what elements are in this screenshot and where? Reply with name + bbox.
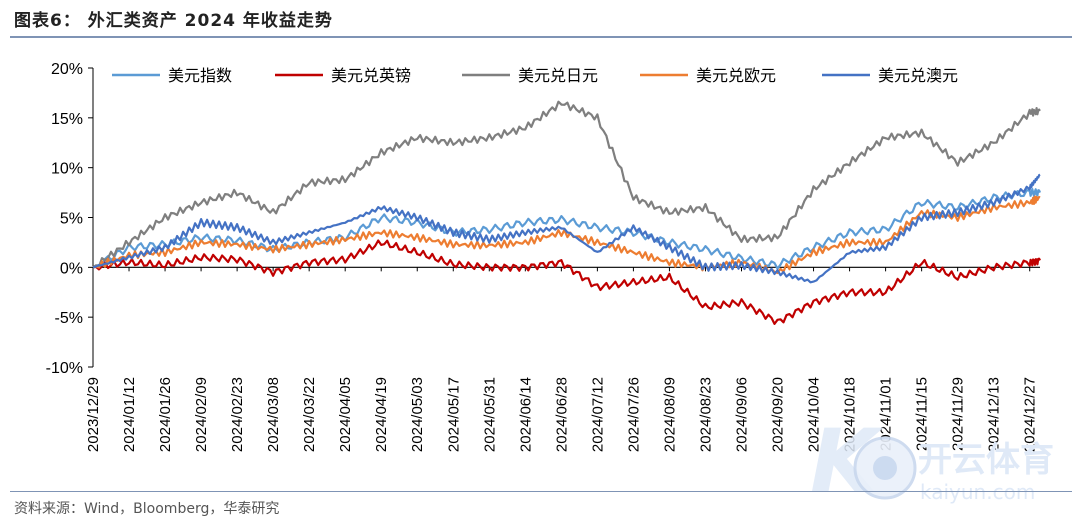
y-tick-label: -5% (55, 310, 83, 327)
watermark-brand: 开云体育 (918, 440, 1054, 480)
x-tick-label: 2023/12/29 (85, 377, 102, 452)
x-tick-label: 2024/03/22 (301, 377, 318, 452)
x-tick-label: 2024/11/01 (878, 377, 895, 451)
watermark-site: kaiyun.com (920, 480, 1036, 504)
series-line (92, 173, 1041, 284)
series-line (92, 100, 1041, 269)
x-tick-label: 2024/04/19 (373, 377, 390, 452)
series-layer (92, 100, 1042, 325)
x-tick-label: 2024/11/15 (914, 377, 931, 451)
x-tick-label: 2024/04/05 (337, 377, 354, 452)
x-tick-label: 2024/06/28 (553, 377, 570, 452)
series-line (92, 195, 1041, 275)
series-line (92, 188, 1042, 270)
title-rule (10, 36, 1072, 38)
legend-label: 美元兑欧元 (696, 67, 776, 85)
y-tick-label: 15% (51, 111, 83, 128)
line-chart: 20% 15% 10% 5% 0% -5% -10%2023/12/29 2024/01/12… (46, 61, 1042, 452)
x-tick-label: 2024/05/03 (409, 377, 426, 452)
source-note: 资料来源：Wind，Bloomberg，华泰研究 (14, 501, 280, 517)
x-tick-label: 2024/11/29 (950, 377, 967, 451)
figure-title: 图表6： 外汇类资产 2024 年收益走势 (14, 11, 333, 31)
x-tick-label: 2024/03/08 (265, 377, 282, 452)
x-tick-label: 2024/09/20 (770, 377, 787, 452)
legend: 美元指数 美元兑英镑 美元兑日元 美元兑欧元 美元兑澳元 (112, 67, 958, 85)
y-tick-label: -10% (46, 360, 83, 377)
series-line (92, 239, 1041, 325)
x-tick-label: 2024/12/27 (1022, 377, 1039, 452)
x-tick-label: 2024/10/04 (806, 377, 823, 452)
x-tick-label: 2024/05/31 (481, 377, 498, 452)
x-tick-label: 2024/12/13 (986, 377, 1003, 452)
x-tick-label: 2024/02/09 (193, 377, 210, 452)
x-tick-label: 2024/02/23 (229, 377, 246, 452)
legend-label: 美元兑澳元 (878, 67, 958, 85)
y-tick-label: 0% (60, 260, 83, 277)
y-tick-label: 20% (51, 61, 83, 78)
x-tick-label: 2024/08/09 (661, 377, 678, 452)
x-tick-label: 2024/09/06 (733, 377, 750, 452)
y-tick-label: 10% (51, 161, 83, 178)
footer-rule (10, 491, 1072, 492)
watermark-logo-icon: K (810, 410, 917, 513)
x-tick-label: 2024/01/12 (121, 377, 138, 452)
legend-label: 美元兑日元 (518, 67, 598, 85)
x-tick-label: 2024/10/18 (842, 377, 859, 452)
y-tick-label: 5% (60, 211, 83, 228)
x-tick-label: 2024/06/14 (517, 377, 534, 452)
x-tick-label: 2024/07/12 (589, 377, 606, 452)
watermark: K 开云体育 kaiyun.com (790, 410, 1080, 520)
legend-label: 美元兑英镑 (331, 67, 411, 85)
x-tick-label: 2024/08/23 (697, 377, 714, 452)
x-tick-label: 2024/01/26 (157, 377, 174, 452)
legend-label: 美元指数 (168, 67, 232, 85)
axes: 20% 15% 10% 5% 0% -5% -10%2023/12/29 2024/01/12… (46, 61, 1040, 452)
x-tick-label: 2024/07/26 (625, 377, 642, 452)
x-tick-label: 2024/05/17 (445, 377, 462, 452)
